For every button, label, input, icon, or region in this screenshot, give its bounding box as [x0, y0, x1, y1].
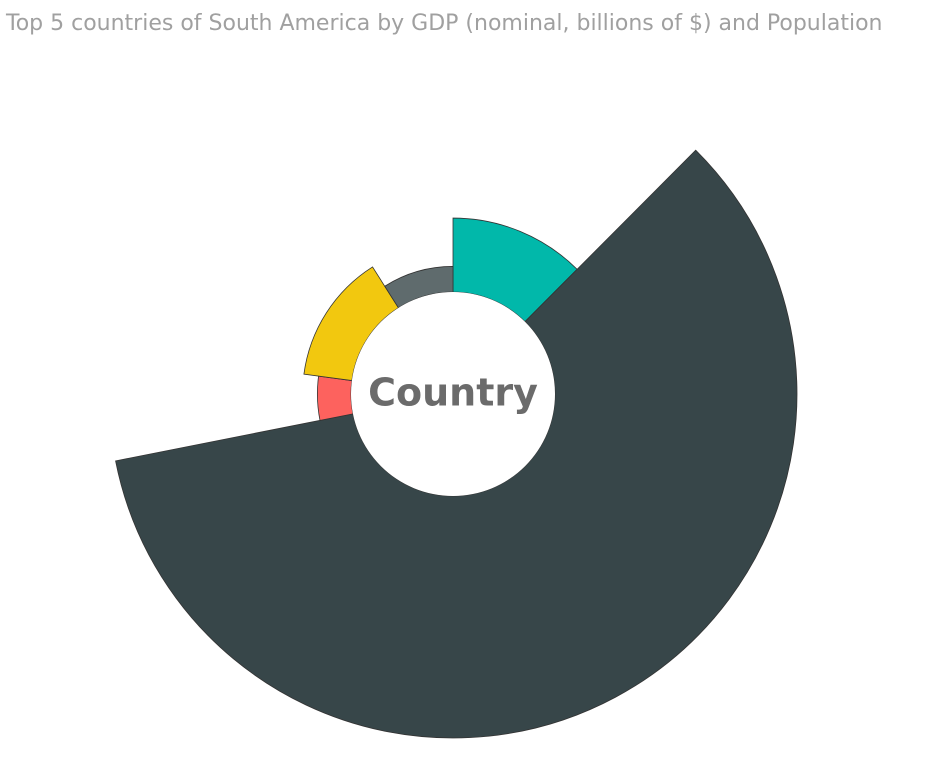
- center-hole: [351, 292, 555, 496]
- segments: [115, 149, 798, 739]
- center-label: Country: [368, 371, 538, 415]
- segment: [316, 375, 354, 421]
- chart-title: Top 5 countries of South America by GDP …: [5, 11, 883, 36]
